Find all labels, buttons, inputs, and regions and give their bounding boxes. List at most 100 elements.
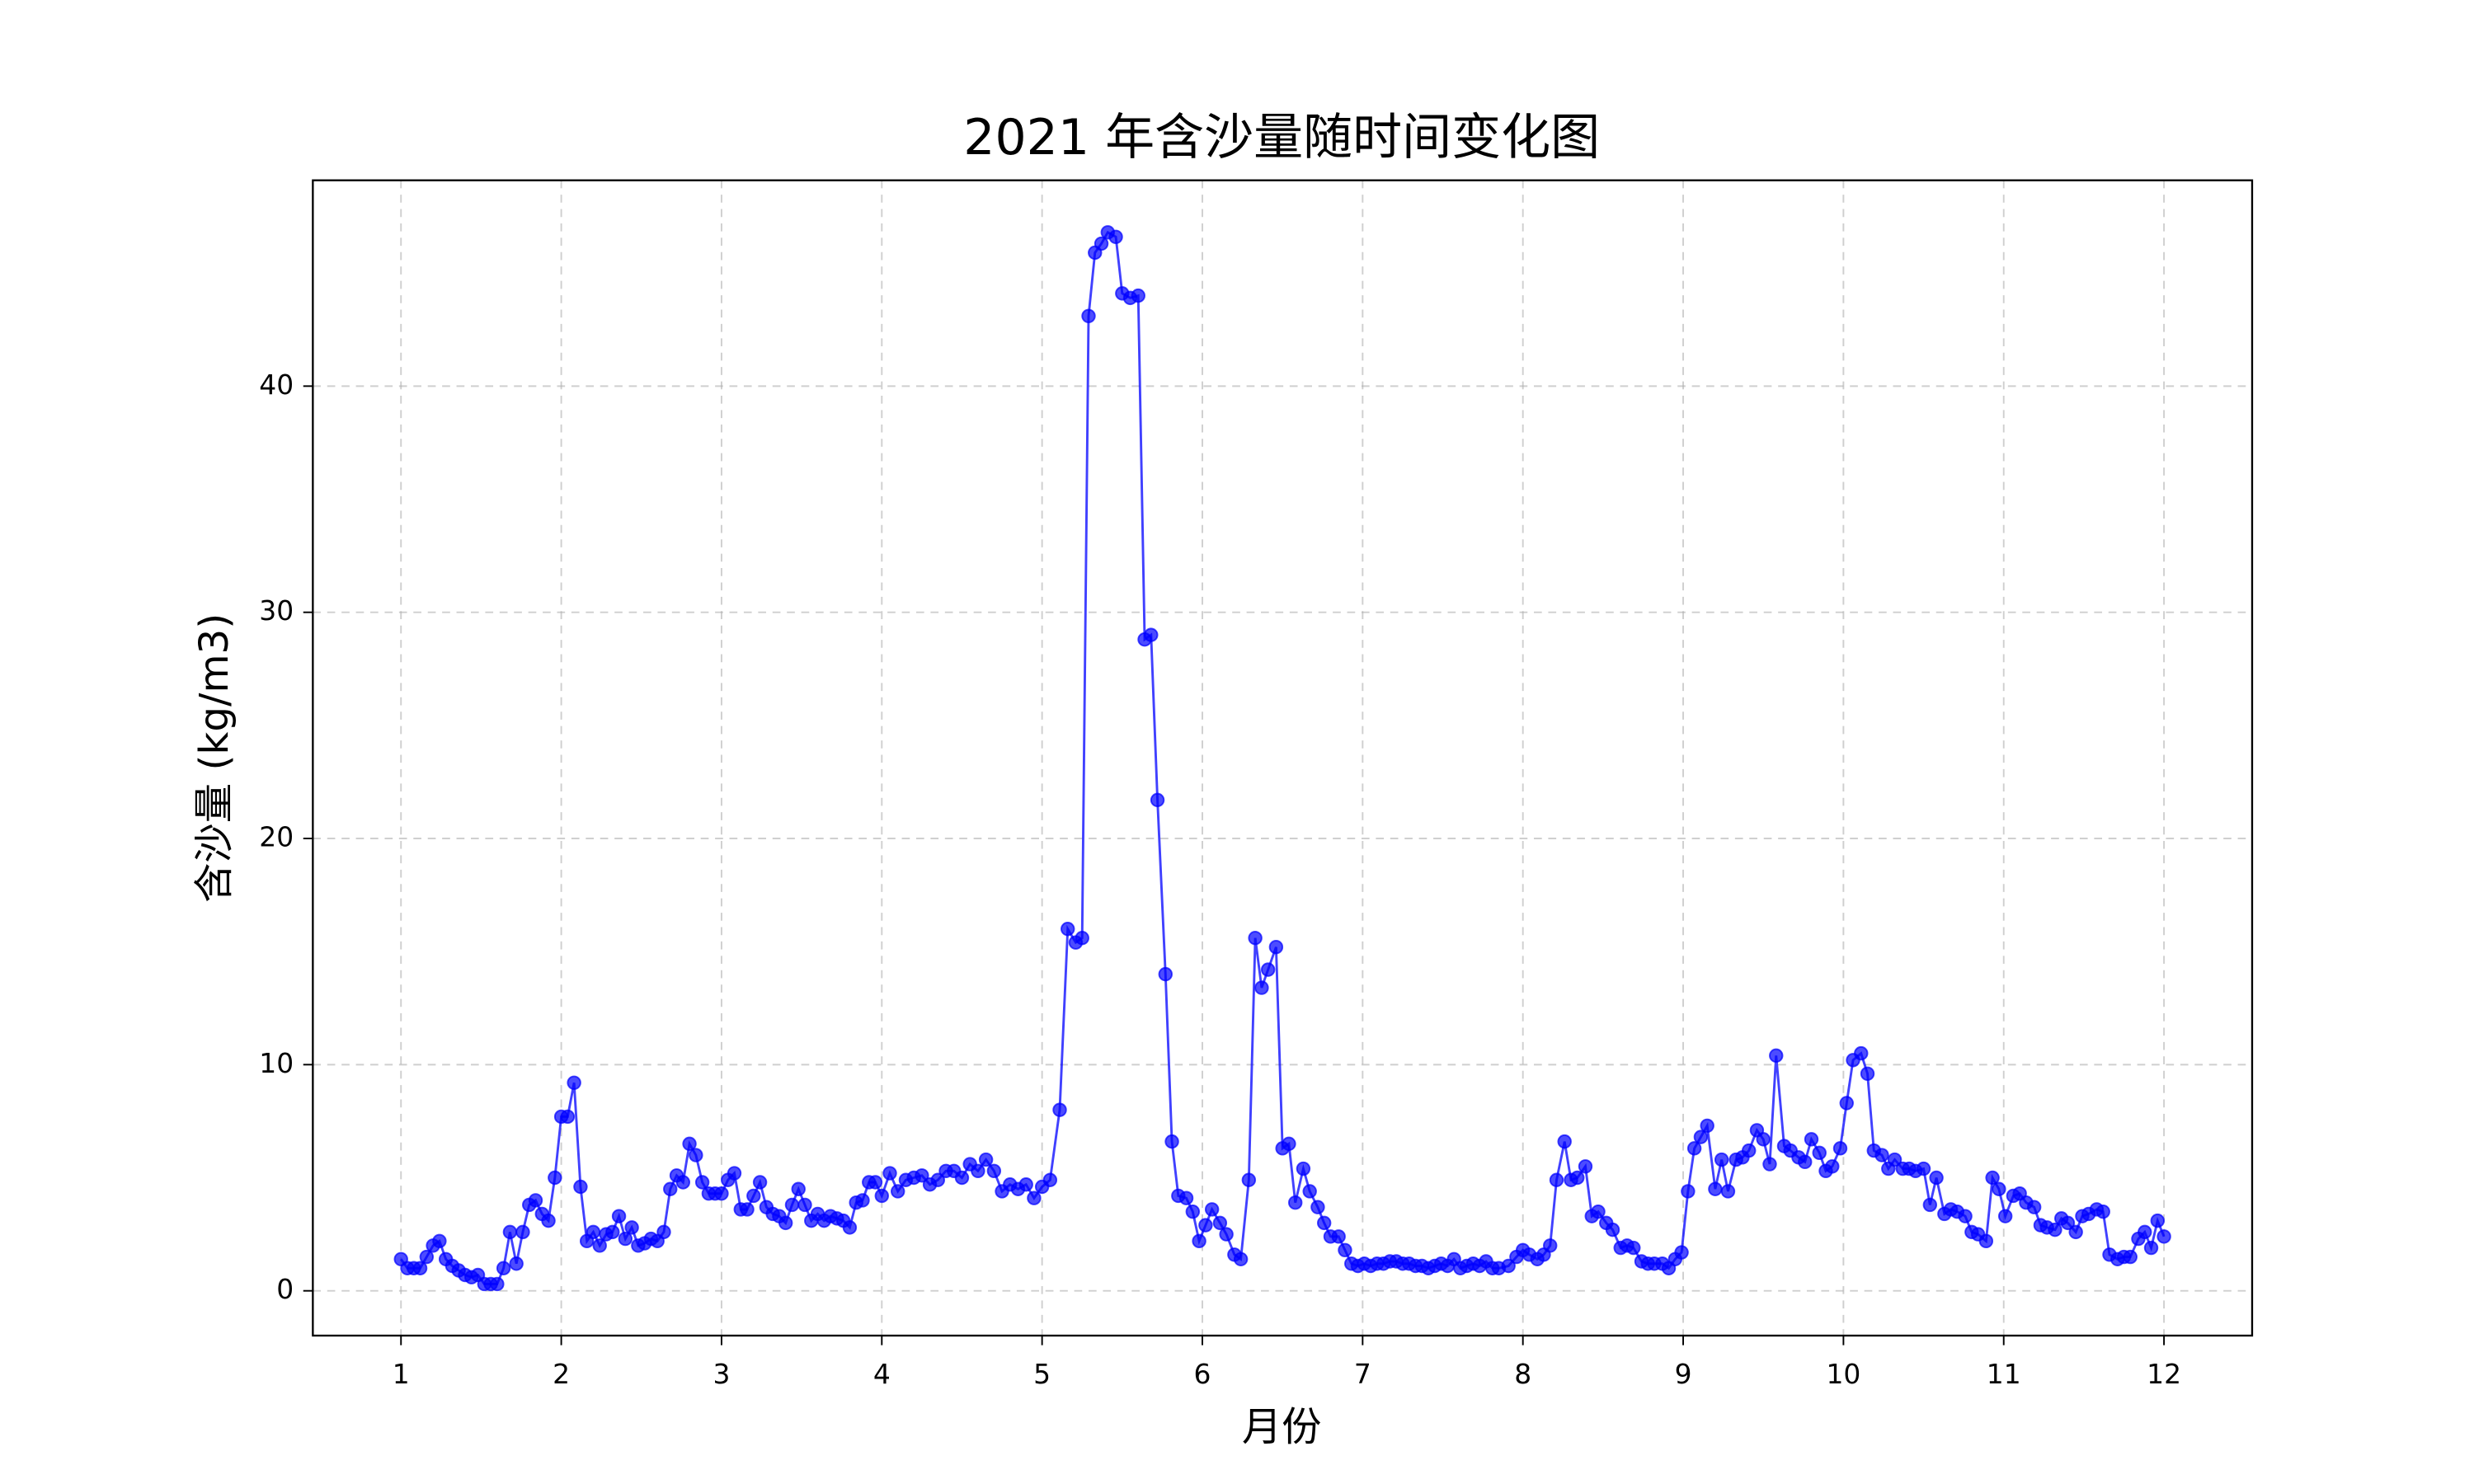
data-point — [1929, 1170, 1944, 1186]
x-tick-label: 6 — [1194, 1358, 1211, 1390]
data-point — [624, 1220, 639, 1235]
data-point — [528, 1193, 543, 1208]
data-point — [1605, 1222, 1620, 1237]
data-point — [502, 1224, 518, 1240]
data-point — [1260, 962, 1276, 977]
data-point — [1075, 931, 1089, 946]
data-point — [2068, 1224, 2083, 1240]
data-point — [1287, 1195, 1303, 1210]
data-point — [2048, 1222, 2062, 1237]
data-point — [1219, 1227, 1234, 1242]
data-point — [2060, 1215, 2076, 1231]
data-point — [1268, 939, 1284, 955]
data-point — [515, 1224, 530, 1240]
data-point — [986, 1163, 1002, 1178]
data-point — [1233, 1252, 1249, 1266]
data-point — [1178, 1190, 1194, 1205]
data-point — [797, 1197, 812, 1213]
data-point — [567, 1075, 581, 1091]
data-point — [930, 1172, 946, 1187]
data-point — [740, 1202, 755, 1217]
data-point — [1081, 308, 1096, 324]
data-point — [1916, 1161, 1931, 1176]
data-point — [605, 1224, 620, 1240]
data-point — [1570, 1170, 1585, 1186]
data-point — [784, 1197, 800, 1213]
data-point — [1825, 1159, 1840, 1174]
data-point — [1338, 1242, 1352, 1258]
data-point — [1144, 627, 1159, 642]
data-point — [1248, 931, 1263, 946]
data-point — [1958, 1209, 1973, 1223]
data-point — [1693, 1129, 1709, 1144]
data-point — [611, 1209, 627, 1223]
data-point — [1626, 1240, 1641, 1256]
data-point — [618, 1231, 633, 1247]
data-point — [490, 1276, 505, 1292]
data-point — [2143, 1240, 2159, 1256]
data-point — [1042, 1172, 1058, 1187]
data-point — [882, 1166, 897, 1181]
data-point — [1302, 1184, 1317, 1199]
data-point — [1708, 1181, 1723, 1196]
data-point — [1887, 1152, 1903, 1167]
data-point — [1204, 1202, 1220, 1217]
x-tick-label: 7 — [1354, 1358, 1371, 1390]
data-point — [694, 1175, 710, 1190]
data-point — [1198, 1218, 1213, 1233]
data-point — [682, 1136, 697, 1152]
data-point — [874, 1188, 890, 1204]
data-point — [496, 1261, 511, 1275]
x-tick-label: 10 — [1826, 1358, 1860, 1390]
x-tick-label: 11 — [1987, 1358, 2021, 1390]
data-point — [656, 1224, 671, 1240]
data-point — [592, 1238, 607, 1253]
data-point — [1501, 1258, 1516, 1274]
data-point — [978, 1152, 994, 1167]
x-tick-label: 8 — [1514, 1358, 1531, 1390]
data-point — [2157, 1229, 2171, 1244]
data-point — [915, 1168, 929, 1183]
data-point — [2026, 1200, 2042, 1214]
data-point — [1812, 1145, 1827, 1161]
x-tick-label: 3 — [713, 1358, 730, 1390]
data-point — [1052, 1102, 1067, 1117]
data-point — [1992, 1181, 2006, 1196]
data-point — [689, 1148, 703, 1162]
data-point — [1254, 980, 1269, 995]
data-point — [1212, 1215, 1228, 1231]
data-point — [1860, 1066, 1875, 1082]
x-tick-label: 2 — [553, 1358, 570, 1390]
data-point — [1839, 1096, 1854, 1111]
data-point — [1557, 1134, 1572, 1149]
data-point — [1922, 1197, 1938, 1213]
y-tick-label: 20 — [259, 821, 294, 853]
data-point — [714, 1186, 729, 1201]
x-tick-label: 12 — [2147, 1358, 2181, 1390]
data-point — [1094, 236, 1109, 251]
data-point — [778, 1215, 793, 1231]
data-point — [1108, 229, 1123, 245]
data-point — [1769, 1048, 1784, 1064]
data-point — [1185, 1204, 1201, 1219]
data-point — [842, 1220, 858, 1235]
data-point — [1591, 1204, 1606, 1219]
data-point — [868, 1175, 883, 1190]
x-tick-label: 4 — [873, 1358, 891, 1390]
data-point — [1331, 1229, 1346, 1244]
data-point — [675, 1175, 691, 1190]
data-point — [1310, 1200, 1325, 1214]
data-point — [1756, 1132, 1771, 1147]
x-tick-label: 1 — [393, 1358, 410, 1390]
data-point — [1192, 1233, 1206, 1249]
data-point — [2095, 1204, 2110, 1219]
data-point — [1282, 1136, 1296, 1152]
data-point — [2150, 1213, 2166, 1228]
data-point — [1714, 1152, 1729, 1167]
data-point — [573, 1179, 588, 1195]
y-tick-label: 30 — [259, 594, 294, 627]
data-point — [855, 1193, 870, 1208]
data-point — [432, 1233, 447, 1249]
chart-title: 2021 年含沙量随时间变化图 — [963, 109, 1600, 167]
